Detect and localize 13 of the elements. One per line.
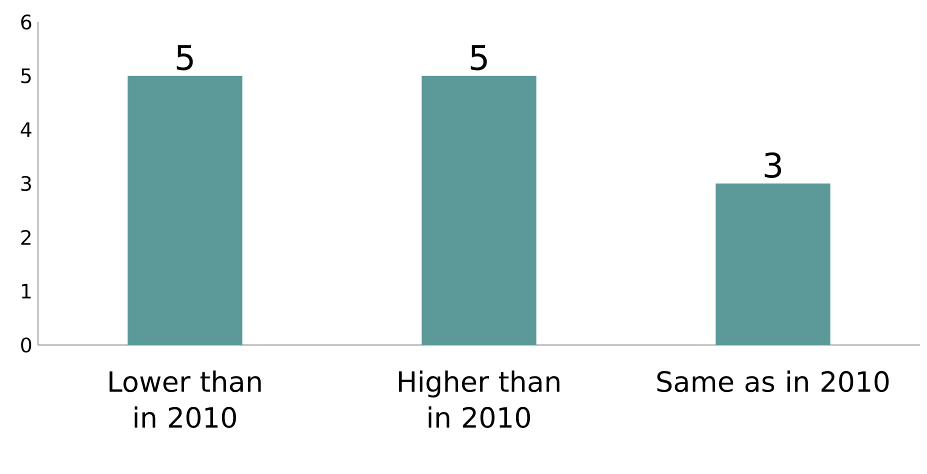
- data-label: 5: [470, 45, 487, 70]
- y-tick-label: 3: [21, 176, 31, 192]
- y-tick-label: 6: [21, 14, 32, 30]
- y-tick-label: 4: [20, 122, 32, 137]
- x-tick-label: Lower than in 2010: [110, 370, 261, 428]
- y-tick-label: 1: [22, 284, 31, 298]
- x-tick-label: Higher than in 2010: [399, 370, 560, 428]
- y-tick-label: 0: [21, 337, 32, 353]
- data-label: 3: [764, 152, 782, 178]
- x-tick-label: Same as in 2010: [657, 370, 889, 392]
- y-tick-label: 5: [21, 68, 31, 84]
- y-tick-label: 2: [21, 230, 30, 245]
- data-label: 5: [176, 45, 193, 70]
